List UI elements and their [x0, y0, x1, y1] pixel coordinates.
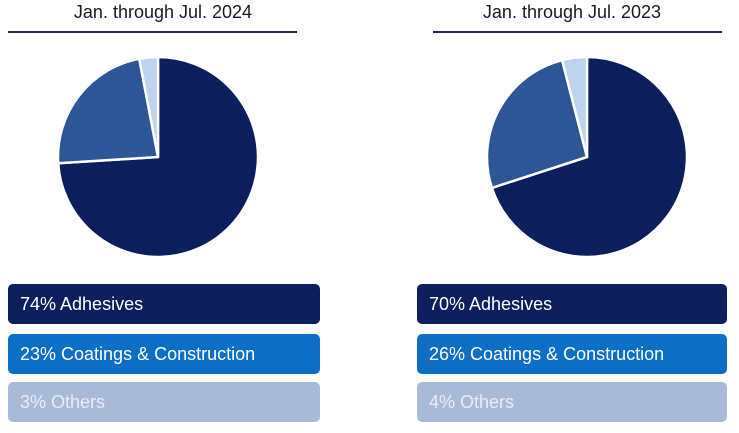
- legend-item-adhesives: 70% Adhesives: [417, 284, 727, 324]
- legend-item-coatings-construction: 26% Coatings & Construction: [417, 334, 727, 374]
- legend-item-others: 4% Others: [417, 382, 727, 422]
- chart-title: Jan. through Jul. 2024: [73, 2, 253, 22]
- chart-panel-2024: Jan. through Jul. 2024 74% Adhesives 23%…: [8, 0, 320, 433]
- pie-slice-coatings-construction: [56, 57, 160, 165]
- legend-label: 23% Coatings & Construction: [20, 343, 256, 364]
- pie-slice-adhesives: [490, 55, 689, 259]
- title-underline: [8, 31, 297, 33]
- pie-slice-others: [138, 55, 160, 159]
- legend-item-others: 3% Others: [8, 382, 320, 422]
- legend-label: 74% Adhesives: [20, 293, 144, 314]
- pie-chart: [56, 55, 260, 259]
- chart-panel-2023: Jan. through Jul. 2023 70% Adhesives 26%…: [417, 0, 727, 433]
- pie-slice-coatings-construction: [485, 58, 589, 190]
- legend-label: 3% Others: [20, 391, 106, 412]
- legend-item-adhesives: 74% Adhesives: [8, 284, 320, 324]
- pie-slice-others: [560, 55, 589, 159]
- title-underline: [433, 31, 722, 33]
- legend-label: 70% Adhesives: [429, 293, 553, 314]
- legend-label: 4% Others: [429, 391, 515, 412]
- legend-label: 26% Coatings & Construction: [429, 343, 665, 364]
- legend-item-coatings-construction: 23% Coatings & Construction: [8, 334, 320, 374]
- pie-chart: [485, 55, 689, 259]
- chart-title: Jan. through Jul. 2023: [482, 2, 662, 22]
